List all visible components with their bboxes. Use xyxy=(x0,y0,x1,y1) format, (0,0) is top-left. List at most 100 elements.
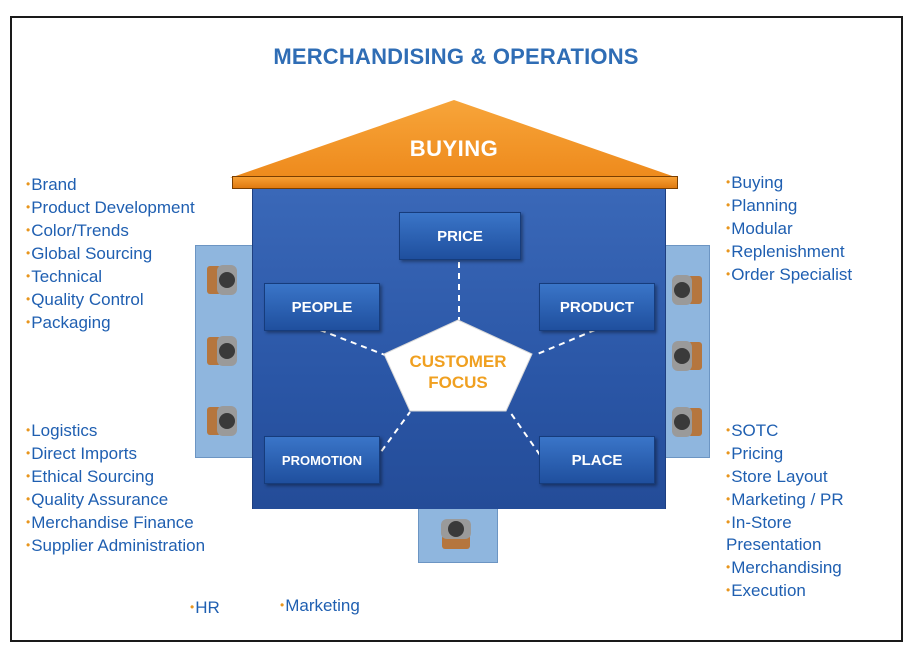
list-item: •Buying xyxy=(726,171,852,194)
customer-focus-label: CUSTOMER FOCUS xyxy=(382,351,534,393)
customer-focus-pentagon xyxy=(383,319,533,412)
list-item: •Brand xyxy=(26,173,195,196)
list-item: •Merchandise Finance xyxy=(26,511,205,534)
product-box: PRODUCT xyxy=(539,283,655,331)
bullet-dot: • xyxy=(726,492,731,506)
footer-hr: •HR xyxy=(190,596,220,619)
customer-focus-line2: FOCUS xyxy=(428,373,488,392)
bullet-dot: • xyxy=(26,469,31,483)
list-item: •SOTC xyxy=(726,419,844,442)
bullet-dot: • xyxy=(26,538,31,552)
list-item: •Execution xyxy=(726,579,844,602)
list-item-label: Presentation xyxy=(726,535,822,554)
person-icon xyxy=(672,341,702,371)
list-item: •Order Specialist xyxy=(726,263,852,286)
list-item: •Planning xyxy=(726,194,852,217)
list-item-label: Logistics xyxy=(31,421,98,440)
list-item-label: Direct Imports xyxy=(31,444,137,463)
list-item-label: Store Layout xyxy=(731,467,828,486)
list-item-label: Merchandising xyxy=(731,558,842,577)
person-icon xyxy=(207,336,237,366)
list-item: •Marketing / PR xyxy=(726,488,844,511)
list-item-label: Color/Trends xyxy=(31,221,129,240)
bullet-dot: • xyxy=(26,446,31,460)
person-icon xyxy=(441,519,471,549)
list-item-label: In-Store xyxy=(731,513,792,532)
list-item-label: Brand xyxy=(31,175,77,194)
list-item: •Technical xyxy=(26,265,195,288)
list-item-label: Supplier Administration xyxy=(31,536,206,555)
bottom-left-list: •Logistics •Direct Imports •Ethical Sourci… xyxy=(26,419,205,557)
list-item: •Pricing xyxy=(726,442,844,465)
list-item-label: Technical xyxy=(31,267,103,286)
list-item-label: Packaging xyxy=(31,313,111,332)
bullet-dot: • xyxy=(26,492,31,506)
customer-focus-line1: CUSTOMER xyxy=(409,352,507,371)
list-item-label: Marketing / PR xyxy=(731,490,844,509)
roof-shape xyxy=(230,100,678,178)
list-item-label: SOTC xyxy=(731,421,779,440)
list-item: •Product Development xyxy=(26,196,195,219)
top-left-list: •Brand •Product Development •Color/Trends •… xyxy=(26,173,195,334)
bullet-dot: • xyxy=(26,269,31,283)
bullet-dot: • xyxy=(726,244,731,258)
bullet-dot: • xyxy=(26,515,31,529)
bullet-dot: • xyxy=(280,598,285,612)
person-icon xyxy=(207,265,237,295)
bullet-dot: • xyxy=(726,175,731,189)
person-icon xyxy=(672,407,702,437)
list-item: •Direct Imports xyxy=(26,442,205,465)
list-item-label: Quality Assurance xyxy=(31,490,169,509)
bullet-dot: • xyxy=(726,583,731,597)
list-item: •Packaging xyxy=(26,311,195,334)
bottom-right-list: •SOTC •Pricing •Store Layout •Marketing / P… xyxy=(726,419,844,602)
bullet-dot: • xyxy=(26,315,31,329)
list-item: •Ethical Sourcing xyxy=(26,465,205,488)
list-item: Presentation xyxy=(726,534,844,556)
list-item-label: Planning xyxy=(731,196,798,215)
bullet-dot: • xyxy=(26,423,31,437)
roof-label-buying: BUYING xyxy=(409,136,499,161)
bullet-dot: • xyxy=(726,446,731,460)
person-icon xyxy=(207,406,237,436)
bullet-dot: • xyxy=(26,177,31,191)
list-item-label: Ethical Sourcing xyxy=(31,467,155,486)
bullet-dot: • xyxy=(726,469,731,483)
list-item: •Color/Trends xyxy=(26,219,195,242)
place-box: PLACE xyxy=(539,436,655,484)
list-item: •Supplier Administration xyxy=(26,534,205,557)
bullet-dot: • xyxy=(26,246,31,260)
list-item: •Replenishment xyxy=(726,240,852,263)
bullet-dot: • xyxy=(726,198,731,212)
list-item-label: Replenishment xyxy=(731,242,845,261)
list-item-label: Global Sourcing xyxy=(31,244,153,263)
bullet-dot: • xyxy=(726,515,731,529)
list-item: •Modular xyxy=(726,217,852,240)
list-item-label: Modular xyxy=(731,219,793,238)
list-item-label: Product Development xyxy=(31,198,195,217)
footer-marketing: •Marketing xyxy=(280,594,360,617)
list-item: •Store Layout xyxy=(726,465,844,488)
list-item: •Merchandising xyxy=(726,556,844,579)
list-item-label: Execution xyxy=(731,581,806,600)
bullet-dot: • xyxy=(726,221,731,235)
promotion-box: PROMOTION xyxy=(264,436,380,484)
bullet-dot: • xyxy=(726,560,731,574)
diagram-title: MERCHANDISING & OPERATIONS xyxy=(273,44,639,69)
price-box: PRICE xyxy=(399,212,521,260)
bullet-dot: • xyxy=(26,200,31,214)
list-item-label: Quality Control xyxy=(31,290,144,309)
list-item-label: Buying xyxy=(731,173,784,192)
list-item-label: Merchandise Finance xyxy=(31,513,194,532)
list-item-label: Order Specialist xyxy=(731,265,853,284)
person-icon xyxy=(672,275,702,305)
list-item: •Global Sourcing xyxy=(26,242,195,265)
list-item: •Quality Control xyxy=(26,288,195,311)
footer-hr-label: HR xyxy=(195,598,220,617)
people-box: PEOPLE xyxy=(264,283,380,331)
bullet-dot: • xyxy=(726,423,731,437)
top-right-list: •Buying •Planning •Modular •Replenishment •O… xyxy=(726,171,852,286)
bullet-dot: • xyxy=(26,292,31,306)
list-item: •Quality Assurance xyxy=(26,488,205,511)
